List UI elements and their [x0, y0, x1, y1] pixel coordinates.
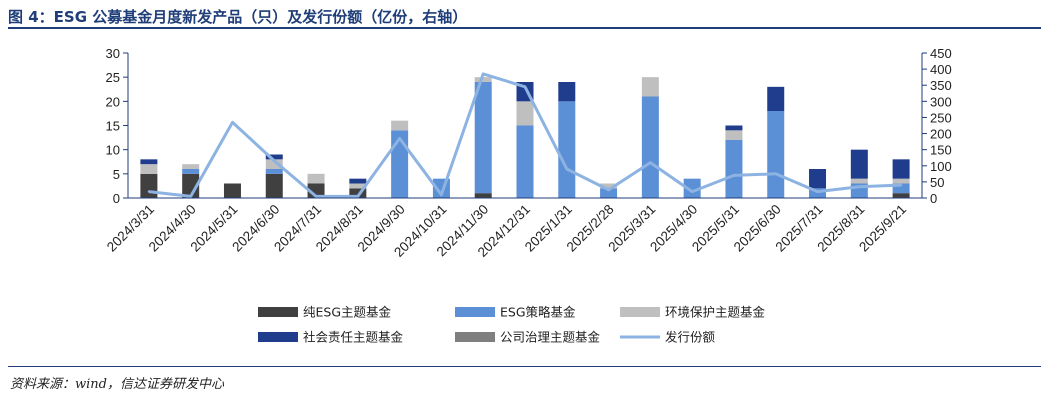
legend-label-environmental: 环境保护主题基金 — [665, 305, 766, 320]
issuance-point-3 — [273, 159, 276, 163]
legend-swatch-environmental — [620, 307, 660, 317]
right-tick-label-350: 350 — [930, 78, 952, 93]
issuance-point-15 — [774, 172, 777, 176]
legend-label-issuance: 发行份额 — [665, 330, 716, 345]
bar-social-10 — [558, 82, 576, 102]
legend-swatch-esg_strategy — [455, 307, 495, 317]
issuance-point-14 — [732, 174, 736, 177]
bar-environmental-0 — [140, 164, 158, 174]
chart: 0510152025300501001502002503003504004502… — [104, 46, 952, 345]
issuance-point-8 — [482, 72, 485, 76]
bar-esg_strategy-8 — [474, 82, 492, 194]
issuance-point-11 — [607, 188, 610, 192]
bar-social-18 — [892, 159, 910, 179]
bar-esg_strategy-9 — [516, 125, 534, 198]
source-note: 资料来源：wind，信达证券研发中心 — [10, 377, 224, 392]
right-tick-label-250: 250 — [930, 110, 952, 125]
legend-label-governance: 公司治理主题基金 — [500, 330, 601, 345]
left-tick-label-30: 30 — [106, 46, 120, 61]
line-layer — [147, 72, 903, 198]
issuance-point-13 — [690, 190, 694, 193]
bar-environmental-9 — [516, 101, 534, 126]
left-tick-label-10: 10 — [106, 143, 120, 158]
bar-environmental-12 — [641, 77, 659, 97]
right-tick-label-50: 50 — [930, 175, 944, 190]
bar-pure_esg-1 — [182, 173, 200, 198]
right-tick-label-300: 300 — [930, 94, 952, 109]
figure-title: 图 4：ESG 公募基金月度新发产品（只）及发行份额（亿份，右轴） — [8, 8, 468, 26]
legend-swatch-social — [258, 332, 298, 342]
bar-environmental-6 — [391, 120, 409, 131]
bar-pure_esg-18 — [892, 193, 910, 198]
bar-social-16 — [809, 169, 827, 189]
bar-social-15 — [767, 86, 785, 111]
bar-social-3 — [265, 154, 283, 160]
bar-environmental-18 — [892, 178, 910, 184]
right-tick-label-400: 400 — [930, 62, 952, 77]
bar-esg_strategy-12 — [641, 96, 659, 198]
right-tick-label-200: 200 — [930, 127, 952, 142]
legend-label-esg_strategy: ESG策略基金 — [500, 305, 576, 320]
bar-esg_strategy-13 — [683, 178, 701, 198]
bar-esg_strategy-1 — [182, 169, 200, 174]
right-tick-label-450: 450 — [930, 46, 952, 61]
bar-environmental-8 — [474, 77, 492, 82]
bar-environmental-3 — [265, 159, 283, 169]
bar-pure_esg-0 — [140, 173, 158, 198]
bar-environmental-14 — [725, 130, 743, 140]
left-tick-label-5: 5 — [113, 167, 120, 182]
issuance-point-12 — [649, 161, 652, 164]
bar-esg_strategy-10 — [558, 101, 576, 198]
title-rule — [8, 27, 1041, 29]
bar-esg_strategy-11 — [600, 188, 618, 198]
right-tick-label-150: 150 — [930, 143, 952, 158]
bar-esg_strategy-15 — [767, 111, 785, 198]
issuance-point-18 — [899, 183, 903, 187]
bar-pure_esg-5 — [349, 188, 367, 198]
bar-esg_strategy-18 — [892, 183, 910, 194]
left-tick-label-25: 25 — [106, 70, 120, 85]
issuance-point-2 — [231, 121, 234, 124]
bar-environmental-4 — [307, 173, 325, 184]
bar-environmental-5 — [349, 183, 367, 189]
legend-label-social: 社会责任主题基金 — [303, 330, 404, 345]
bar-pure_esg-2 — [223, 183, 241, 198]
right-tick-label-100: 100 — [930, 159, 952, 174]
bar-social-0 — [140, 159, 158, 165]
issuance-point-4 — [314, 195, 318, 198]
bar-layer — [140, 77, 910, 198]
bar-esg_strategy-6 — [391, 130, 409, 198]
legend-swatch-governance — [455, 332, 495, 342]
left-tick-label-0: 0 — [113, 191, 120, 206]
issuance-point-0 — [147, 190, 151, 193]
issuance-point-7 — [440, 193, 443, 196]
bar-social-5 — [349, 178, 367, 184]
source-rule — [8, 366, 1041, 367]
bar-esg_strategy-14 — [725, 140, 743, 198]
bar-esg_strategy-16 — [809, 188, 827, 198]
left-tick-label-20: 20 — [106, 94, 120, 109]
issuance-point-10 — [565, 167, 568, 171]
legend-label-pure_esg: 纯ESG主题基金 — [303, 305, 392, 320]
issuance-point-5 — [356, 195, 360, 198]
issuance-point-16 — [816, 190, 819, 193]
bar-pure_esg-3 — [265, 173, 283, 198]
issuance-point-9 — [523, 85, 527, 89]
left-tick-label-15: 15 — [106, 119, 120, 134]
bar-social-17 — [850, 149, 868, 179]
legend-swatch-pure_esg — [258, 307, 298, 317]
bar-pure_esg-8 — [474, 193, 492, 198]
bar-environmental-17 — [850, 178, 868, 184]
bar-esg_strategy-3 — [265, 169, 283, 174]
bar-environmental-1 — [182, 164, 200, 169]
issuance-point-6 — [398, 137, 401, 140]
issuance-point-17 — [858, 185, 861, 188]
bar-social-14 — [725, 125, 743, 131]
bar-environmental-11 — [600, 183, 618, 189]
issuance-point-1 — [189, 195, 192, 198]
right-tick-label-0: 0 — [930, 191, 937, 206]
